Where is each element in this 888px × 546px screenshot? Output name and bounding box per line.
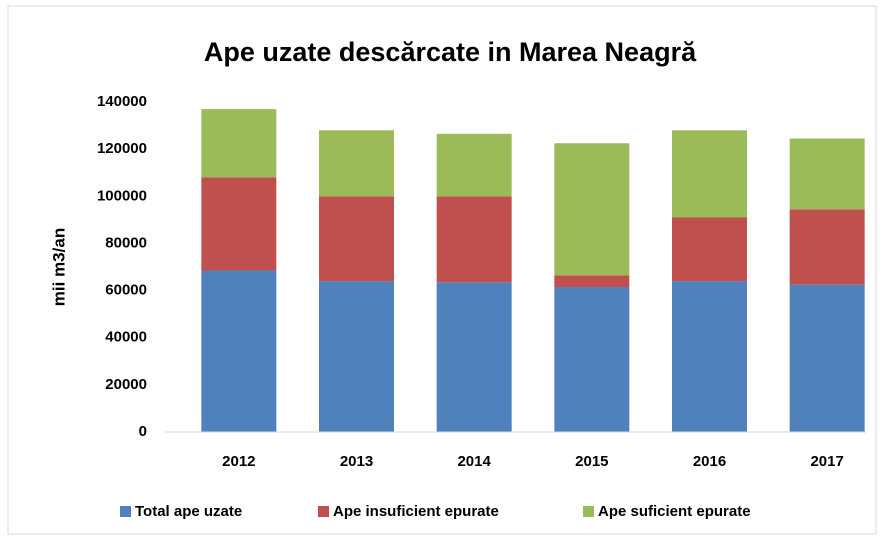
bar-segment xyxy=(789,209,865,285)
y-tick-label: 100000 xyxy=(97,187,147,204)
bar-segment xyxy=(672,130,747,218)
bar-segment xyxy=(436,196,512,283)
x-tick-label: 2012 xyxy=(222,453,255,470)
bar-segment xyxy=(789,138,865,210)
y-tick-label: 60000 xyxy=(105,282,147,299)
bar-segment xyxy=(201,177,277,271)
bar-segment xyxy=(554,287,630,432)
legend-swatch xyxy=(583,506,594,517)
y-tick-label: 20000 xyxy=(105,376,147,393)
y-tick-label: 140000 xyxy=(97,93,147,110)
x-tick-label: 2017 xyxy=(810,453,843,470)
x-tick-label: 2016 xyxy=(693,453,726,470)
bar-segment xyxy=(436,282,512,432)
x-tick-label: 2014 xyxy=(457,453,491,470)
legend-label: Ape suficient epurate xyxy=(598,503,751,520)
legend-swatch xyxy=(318,506,329,517)
bar-segment xyxy=(319,130,394,197)
bar-segment xyxy=(319,196,394,282)
bar-segment xyxy=(672,281,747,432)
y-tick-label: 120000 xyxy=(97,140,147,157)
legend-swatch xyxy=(120,506,131,517)
y-tick-label: 0 xyxy=(139,423,147,440)
legend-label: Ape insuficient epurate xyxy=(333,503,499,520)
y-axis-label: mii m3/an xyxy=(49,228,68,306)
legend-label: Total ape uzate xyxy=(135,503,242,520)
y-tick-label: 80000 xyxy=(105,234,147,251)
x-tick-label: 2013 xyxy=(340,453,373,470)
bar-segment xyxy=(789,284,865,432)
bar-segment xyxy=(672,217,747,282)
bar-segment xyxy=(436,133,512,197)
bar-segment xyxy=(554,275,630,288)
bar-segment xyxy=(319,281,394,432)
x-tick-label: 2015 xyxy=(575,453,608,470)
y-tick-label: 40000 xyxy=(105,329,147,346)
bar-segment xyxy=(201,270,277,432)
chart-title: Ape uzate descărcate in Marea Neagră xyxy=(204,37,697,67)
bar-segment xyxy=(554,143,630,276)
bar-segment xyxy=(201,109,277,178)
